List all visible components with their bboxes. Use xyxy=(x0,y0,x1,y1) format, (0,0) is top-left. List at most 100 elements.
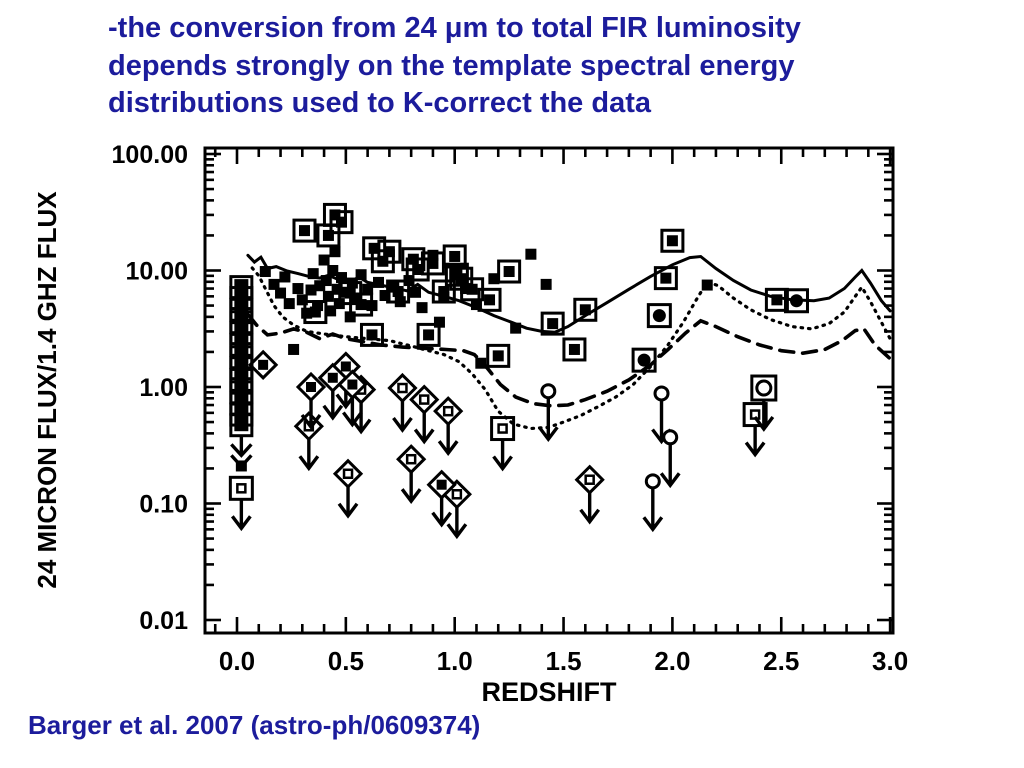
data-point-open-box xyxy=(540,311,565,336)
data-point-filled-square xyxy=(423,329,435,341)
upper-limit-arrowhead xyxy=(437,440,459,457)
zero-column-arrowhead xyxy=(230,454,253,469)
data-point-filled-square xyxy=(296,294,308,306)
data-point-inner-square xyxy=(397,382,408,394)
data-point-filled-square xyxy=(392,286,404,298)
data-point-inner-square xyxy=(236,483,247,494)
data-point-filled-square xyxy=(438,291,450,303)
data-point-filled-square xyxy=(492,350,504,362)
data-point-inner-square xyxy=(418,394,430,405)
data-point-inner-square xyxy=(442,405,454,417)
y-tick-label: 1.00 xyxy=(139,374,188,402)
x-tick-label: 2.5 xyxy=(763,646,799,676)
dashed-template-track xyxy=(246,312,892,408)
data-point-open-box xyxy=(416,322,441,347)
upper-limit-arrowhead xyxy=(744,441,766,458)
data-point-filled-square xyxy=(379,290,391,302)
data-point-filled-square xyxy=(525,248,537,260)
x-axis-title: REDSHIFT xyxy=(482,677,618,707)
data-point-filled-square xyxy=(355,269,367,281)
data-point-filled-square xyxy=(579,304,591,316)
data-point-filled-square xyxy=(259,266,271,278)
upper-limit-arrowhead xyxy=(579,508,601,525)
upper-limit-arrowhead xyxy=(392,417,413,433)
upper-limit-arrowhead xyxy=(300,413,322,430)
data-point-filled-square xyxy=(268,278,280,290)
y-tick-label: 100.00 xyxy=(112,141,188,169)
data-point-open-circle xyxy=(662,429,679,446)
data-point-filled-square xyxy=(322,290,334,302)
data-point-filled-square xyxy=(366,329,378,341)
data-point-filled-square xyxy=(484,294,496,306)
data-point-open-box xyxy=(431,279,456,304)
data-point-diamond xyxy=(396,444,427,475)
data-point-filled-square xyxy=(340,361,351,372)
data-point-filled-square xyxy=(275,287,287,299)
data-point-filled-square xyxy=(410,286,422,298)
data-point-filled-square xyxy=(288,343,300,355)
data-point-open-box xyxy=(764,287,789,312)
upper-limit-arrowhead xyxy=(659,472,681,489)
data-point-filled-square xyxy=(540,278,552,290)
data-point-filled-square xyxy=(510,322,522,334)
data-point-inner-square xyxy=(497,423,508,434)
data-point-filled-square xyxy=(427,249,439,261)
data-point-open-box xyxy=(329,210,354,235)
data-point-open-box xyxy=(497,259,522,284)
upper-limit-arrowhead xyxy=(337,502,359,519)
data-point-open-box xyxy=(229,297,254,322)
upper-limit-arrowhead xyxy=(753,416,775,432)
data-point-inner-square xyxy=(451,489,463,500)
data-point-filled-square xyxy=(258,359,269,370)
upper-limit-arrowhead xyxy=(537,426,559,443)
data-point-filled-square xyxy=(666,235,678,247)
data-point-filled-square xyxy=(309,306,321,318)
slide-title: -the conversion from 24 μm to total FIR … xyxy=(108,12,801,120)
upper-limit-arrowhead xyxy=(400,488,422,505)
chart-svg: 100.00 10.00 1.00 0.10 0.01 0.0 0.5 1.0 1.5 2.0 2.… xyxy=(32,141,908,707)
data-point-inner-square xyxy=(342,468,354,480)
data-point-filled-square xyxy=(320,275,332,287)
data-point-filled-circle xyxy=(789,294,803,308)
data-point-filled-square xyxy=(547,318,559,330)
data-point-inner-square xyxy=(405,453,417,465)
data-point-inner-square xyxy=(584,474,595,485)
flux-ratio-chart: 100.00 10.00 1.00 0.10 0.01 0.0 0.5 1.0 1.5 2.0 2.… xyxy=(20,138,950,710)
data-point-open-box xyxy=(562,337,587,362)
x-tick-label: 3.0 xyxy=(872,646,908,676)
data-point-filled-square xyxy=(568,343,580,355)
data-point-open-circle xyxy=(755,379,773,397)
data-point-filled-square xyxy=(283,298,295,310)
data-point-filled-square xyxy=(660,272,672,284)
data-point-filled-square xyxy=(329,209,341,221)
data-point-filled-square xyxy=(335,272,347,284)
data-point-filled-square xyxy=(771,294,783,306)
zero-column-arrowhead xyxy=(230,443,253,458)
data-point-open-circle xyxy=(644,473,661,490)
data-point-open-circle xyxy=(540,383,557,400)
data-point-open-box xyxy=(646,303,672,329)
upper-limit-arrowhead xyxy=(642,516,664,533)
data-point-filled-square xyxy=(306,382,317,392)
data-point-filled-square xyxy=(312,300,324,312)
citation-text: Barger et al. 2007 (astro-ph/0609374) xyxy=(28,710,481,740)
data-point-filled-square xyxy=(318,254,330,266)
data-point-diamond xyxy=(433,396,464,427)
data-point-filled-square xyxy=(279,271,291,283)
data-point-filled-square xyxy=(377,255,389,267)
data-point-open-box xyxy=(460,277,485,302)
upper-limit-arrowhead xyxy=(413,428,435,445)
data-point-open-box xyxy=(229,367,254,392)
data-point-filled-square xyxy=(503,266,515,278)
data-point-diamond xyxy=(387,372,418,404)
data-point-filled-square xyxy=(322,229,334,241)
data-point-filled-square xyxy=(488,273,500,285)
data-point-open-box xyxy=(573,297,598,322)
data-point-filled-square xyxy=(327,265,339,276)
data-point-filled-square xyxy=(470,299,482,311)
x-tick-label: 1.5 xyxy=(545,646,581,676)
data-point-filled-square xyxy=(438,286,450,298)
data-point-filled-square xyxy=(475,357,487,369)
upper-limit-arrowhead xyxy=(492,455,513,472)
